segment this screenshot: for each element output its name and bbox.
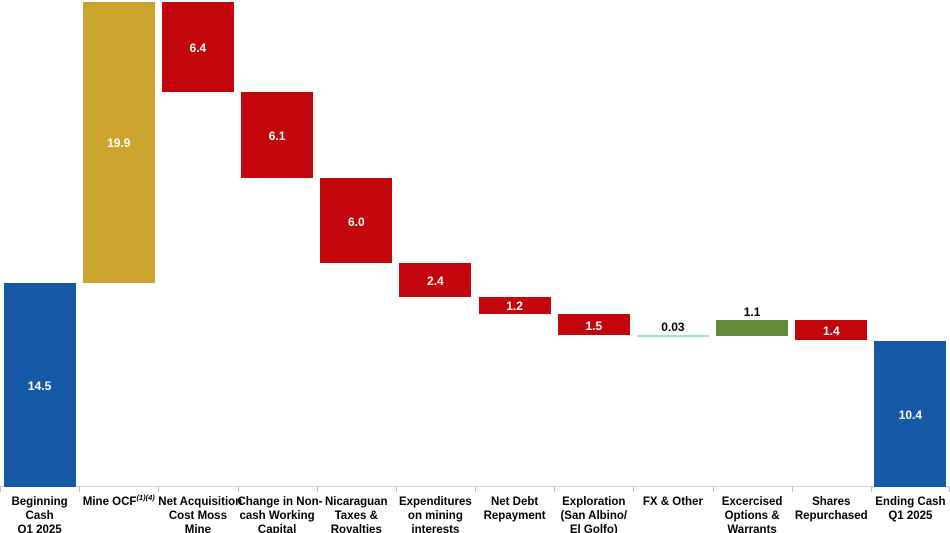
x-axis-tick — [792, 486, 793, 492]
category-label-line: Warrants — [727, 524, 777, 533]
category-label-line: Q1 2025 — [17, 524, 62, 533]
category-label-line: Options & — [724, 510, 780, 522]
x-axis-tick — [158, 486, 159, 492]
category-label-line: Cash — [25, 510, 54, 522]
category-label-change-in-non-cash-working-capital: Change in Non-cash Working Capital — [237, 495, 323, 533]
value-label-excercised-options-warrants: 1.1 — [743, 305, 761, 319]
category-label-line: Repayment — [483, 510, 546, 522]
category-label-exploration-san-albino: Exploration (San Albino/El Golfo) — [554, 495, 633, 533]
category-label-beginning-cash: Beginning Cash Q1 2025 — [0, 495, 79, 533]
value-label-exploration-san-albino: 1.5 — [585, 318, 603, 333]
category-label-fx-other: FX & Other — [633, 495, 712, 509]
category-label-line: Mine OCF(1)(4) — [82, 493, 155, 508]
bar-shares-repurchased — [795, 320, 868, 340]
category-label-ending-cash-q1-2025: Ending Cash Q1 2025 — [871, 495, 950, 523]
x-axis-tick — [633, 486, 634, 492]
category-label-line: Nicaraguan — [324, 496, 388, 508]
bar-expenditures-on-mining-interests — [399, 263, 472, 297]
category-label-line: Shares — [812, 496, 851, 508]
bar-excercised-options-warrants — [716, 320, 789, 336]
category-label-line: cash Working — [239, 510, 315, 522]
category-label-line: Net Acquisition — [158, 496, 243, 508]
category-label-line: Ending Cash — [875, 496, 946, 508]
bar-ending-cash-q1-2025 — [874, 340, 947, 488]
bar-net-debt-repayment — [478, 297, 551, 314]
value-label-shares-repurchased: 1.4 — [822, 323, 840, 338]
category-label-line: Mine — [184, 524, 211, 533]
x-axis-tick — [0, 486, 1, 492]
category-label-line: Net Debt — [490, 496, 539, 508]
x-axis-tick — [871, 486, 872, 492]
category-label-line: Expenditures — [398, 496, 472, 508]
category-label-line: Capital — [257, 524, 297, 533]
category-label-excercised-options-warrants: Excercised Options & Warrants — [713, 495, 792, 533]
category-label-line: FX & Other — [642, 496, 703, 508]
category-label-line: Exploration — [562, 496, 626, 508]
category-label-line: (San Albino/ — [560, 510, 628, 522]
x-axis-tick — [396, 486, 397, 492]
bar-fx-other — [636, 335, 709, 337]
category-label-line: Beginning — [11, 496, 68, 508]
x-axis-tick — [713, 486, 714, 492]
category-label-line: Taxes & — [334, 510, 378, 522]
value-label-fx-other: 0.03 — [661, 320, 685, 335]
x-axis-tick — [475, 486, 476, 492]
bar-exploration-san-albino — [557, 313, 630, 336]
category-label-line: Q1 2025 — [888, 510, 933, 522]
value-label-net-acquisition-cost-moss: 6.4 — [189, 41, 207, 56]
value-label-expenditures-on-mining-interests: 2.4 — [427, 274, 444, 288]
category-label-shares-repurchased: Shares Repurchased — [792, 495, 871, 523]
category-label-line: Change in Non- — [237, 496, 323, 508]
value-label-nicaraguan-taxes-royalties: 6.0 — [347, 214, 365, 229]
x-axis-tick — [238, 486, 239, 492]
footnote-superscript: (1)(4) — [136, 493, 155, 502]
bar-mine-ocf — [82, 2, 155, 283]
category-label-line: Cost Moss — [168, 510, 227, 522]
value-label-ending-cash-q1-2025: 10.4 — [898, 408, 923, 423]
category-label-net-acquisition-cost-moss: Net Acquisition Cost Moss Mine — [158, 495, 243, 533]
value-label-net-debt-repayment: 1.2 — [506, 299, 523, 314]
category-label-line: on mining — [407, 510, 463, 522]
bar-net-acquisition-cost-moss — [161, 2, 234, 93]
category-label-mine-ocf: Mine OCF(1)(4) — [79, 493, 158, 509]
value-label-change-in-non-cash-working-capital: 6.1 — [268, 129, 286, 144]
category-label-expenditures-on-mining-interests: Expenditures on mining interests — [396, 495, 475, 533]
category-label-nicaraguan-taxes-royalties: Nicaraguan Taxes & Royalties — [317, 495, 396, 533]
x-axis-tick — [79, 486, 80, 492]
category-label-line: Excercised — [721, 496, 783, 508]
category-label-line: interests — [411, 524, 460, 533]
bar-nicaraguan-taxes-royalties — [320, 178, 393, 264]
bar-beginning-cash — [3, 282, 76, 488]
category-label-line: El Golfo) — [569, 524, 618, 533]
category-label-net-debt-repayment: Net Debt Repayment — [475, 495, 554, 523]
category-label-line: Royalties — [330, 524, 382, 533]
value-label-beginning-cash: 14.5 — [27, 379, 52, 394]
x-axis-tick — [317, 486, 318, 492]
bar-change-in-non-cash-working-capital — [241, 92, 314, 179]
x-axis-tick — [554, 486, 555, 492]
category-label-line: Repurchased — [794, 510, 868, 522]
value-label-mine-ocf: 19.9 — [107, 136, 131, 151]
